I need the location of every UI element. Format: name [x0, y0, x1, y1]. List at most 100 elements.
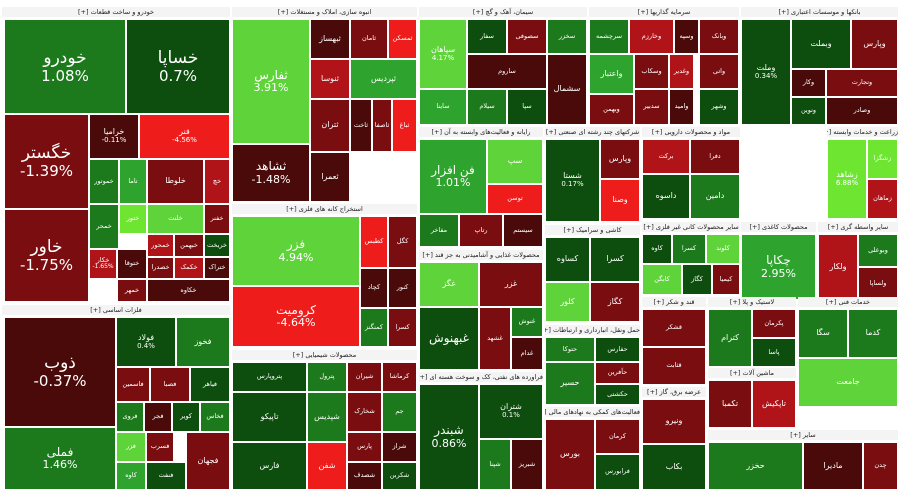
stock-tile[interactable]: شپدیس	[307, 392, 347, 442]
stock-tile[interactable]: وسکاب	[634, 54, 669, 89]
stock-tile[interactable]: برکت	[642, 139, 690, 174]
stock-tile[interactable]: خمحر	[89, 204, 119, 249]
stock-tile[interactable]: فزر 4.94%	[232, 216, 360, 286]
stock-tile[interactable]: کاوه	[642, 234, 672, 264]
stock-tile[interactable]: غدام	[511, 337, 543, 370]
stock-tile[interactable]: خساپا 0.7%	[126, 19, 230, 114]
stock-tile[interactable]: تاما	[119, 159, 147, 204]
stock-tile[interactable]: غزر	[479, 262, 543, 307]
stock-tile[interactable]: مفاخر	[419, 214, 459, 247]
sector-title[interactable]: سایر محصولات کانی غیر فلزی [+]	[642, 222, 740, 232]
stock-tile[interactable]: کابگن	[642, 264, 682, 295]
stock-tile[interactable]: ساروم	[467, 54, 547, 89]
stock-tile[interactable]: ذوب -0.37%	[4, 317, 116, 427]
stock-tile[interactable]: وکار	[791, 69, 826, 97]
sector-title[interactable]: سیمان، آهک و گچ [+]	[419, 7, 587, 17]
stock-tile[interactable]: وصنا	[600, 179, 640, 222]
stock-tile[interactable]: سپ	[487, 139, 543, 184]
stock-tile[interactable]: وپارس	[600, 139, 640, 179]
stock-tile[interactable]: خگستر -1.39%	[4, 114, 89, 209]
stock-tile[interactable]: فروی	[116, 402, 144, 432]
stock-tile[interactable]: دفرا	[690, 139, 740, 174]
stock-tile[interactable]: کچاد	[360, 268, 388, 308]
stock-tile[interactable]: پاسا	[752, 338, 796, 367]
stock-tile[interactable]: فجر	[144, 402, 172, 432]
sector-title[interactable]: فراورده های نفتی، کک و سوخت هسته ای [+]	[419, 372, 543, 382]
stock-tile[interactable]: سدبیر	[634, 89, 669, 125]
stock-tile[interactable]: کمنگنز	[360, 308, 388, 347]
stock-tile[interactable]: سفار	[467, 19, 507, 54]
stock-tile[interactable]: پکرمان	[752, 309, 796, 338]
stock-tile[interactable]: خکار -1.65%	[89, 249, 117, 279]
stock-tile[interactable]: پارس	[347, 432, 382, 462]
stock-tile[interactable]: خلوطا	[147, 159, 204, 204]
stock-tile[interactable]: ولساپا	[858, 267, 898, 300]
stock-tile[interactable]: ثمسکن	[388, 19, 417, 59]
sector-title[interactable]: محصولات کاغذی [+]	[741, 222, 816, 232]
stock-tile[interactable]: خفنر	[204, 204, 230, 234]
stock-tile[interactable]: جم	[382, 392, 417, 432]
stock-tile[interactable]: شفن	[307, 442, 347, 490]
sector-title[interactable]: سرمایه گذاریها [+]	[589, 7, 739, 17]
stock-tile[interactable]: وبهمن	[589, 94, 634, 125]
stock-tile[interactable]: زشگزا	[867, 139, 898, 179]
stock-tile[interactable]: ونیرو	[642, 399, 706, 444]
stock-tile[interactable]: سگا	[798, 309, 848, 358]
sector-title[interactable]: عرضه برق، گاز [+]	[642, 387, 706, 397]
stock-tile[interactable]: سپاهان 4.17%	[419, 19, 467, 89]
stock-tile[interactable]: داسوه	[642, 174, 690, 219]
stock-tile[interactable]: وامید	[669, 89, 694, 125]
stock-tile[interactable]: کترام	[708, 309, 752, 367]
stock-tile[interactable]: کگل	[388, 216, 417, 268]
stock-tile[interactable]: حآفرین	[595, 362, 640, 384]
stock-tile[interactable]: فزر	[116, 432, 146, 462]
stock-tile[interactable]: کگاز	[590, 282, 640, 322]
stock-tile[interactable]: کسرا	[672, 234, 706, 264]
stock-tile[interactable]: فن افزار 1.01%	[419, 139, 487, 214]
stock-tile[interactable]: وخارزم	[629, 19, 674, 54]
sector-title[interactable]: شرکتهای چند رشته ای صنعتی [+]	[545, 127, 640, 137]
stock-tile[interactable]: بکاب	[642, 444, 706, 490]
stock-tile[interactable]: ثتران	[310, 99, 350, 152]
sector-title[interactable]: فعالیت‌های کمکی به نهادهای مالی [+]	[545, 407, 640, 417]
stock-tile[interactable]: ونوین	[791, 97, 826, 125]
stock-tile[interactable]: وبملت	[791, 19, 851, 69]
stock-tile[interactable]: ثشاهد -1.48%	[232, 144, 310, 202]
stock-tile[interactable]: زشاهد 6.88%	[827, 139, 867, 219]
stock-tile[interactable]: خکمک	[174, 257, 204, 279]
stock-tile[interactable]: شیران	[347, 362, 382, 392]
stock-tile[interactable]: غبهنوش	[419, 307, 479, 370]
stock-tile[interactable]: ثاصفا	[372, 99, 392, 152]
stock-tile[interactable]: ولکار	[818, 234, 858, 300]
stock-tile[interactable]: وشهر	[699, 89, 739, 125]
stock-tile[interactable]: حکشتی	[595, 384, 640, 405]
stock-tile[interactable]: بورس	[545, 419, 595, 490]
sector-title[interactable]: بانکها و موسسات اعتباری [+]	[741, 7, 898, 17]
stock-tile[interactable]: واعتبار	[589, 54, 634, 94]
stock-tile[interactable]: پترول	[307, 362, 347, 392]
stock-tile[interactable]: قثابت	[642, 347, 706, 385]
stock-tile[interactable]: حفارس	[595, 337, 640, 362]
stock-tile[interactable]: کرمان	[595, 419, 640, 454]
stock-tile[interactable]: وتجارت	[826, 69, 898, 97]
stock-tile[interactable]: خمهر	[117, 279, 147, 302]
stock-tile[interactable]: غنوش	[511, 307, 543, 337]
stock-tile[interactable]: فجهان	[186, 432, 230, 490]
stock-tile[interactable]: ثفارس 3.91%	[232, 19, 310, 144]
stock-tile[interactable]: کاوه	[116, 462, 146, 490]
stock-tile[interactable]: کطبس	[360, 216, 388, 268]
stock-tile[interactable]: سیلام	[467, 89, 507, 125]
sector-title[interactable]: کاشی و سرامیک [+]	[545, 225, 640, 235]
stock-tile[interactable]: ثعمرا	[310, 152, 350, 202]
sector-title[interactable]: ماشین آلات [+]	[708, 368, 796, 378]
sector-title[interactable]: محصولات شیمیایی [+]	[232, 350, 417, 360]
stock-tile[interactable]: خمحور	[147, 234, 174, 257]
sector-title[interactable]: لاستیک و پلا [+]	[708, 297, 796, 307]
stock-tile[interactable]: شصدف	[347, 462, 382, 490]
stock-tile[interactable]: شستا 0.17%	[545, 139, 600, 222]
sector-title[interactable]: حمل ونقل، انبارداری و ارتباطات [+]	[545, 325, 640, 335]
stock-tile[interactable]: خچ	[204, 159, 230, 204]
stock-tile[interactable]: غشهد	[479, 307, 511, 370]
stock-tile[interactable]: خودرو 1.08%	[4, 19, 126, 114]
stock-tile[interactable]: زماهان	[867, 179, 898, 219]
